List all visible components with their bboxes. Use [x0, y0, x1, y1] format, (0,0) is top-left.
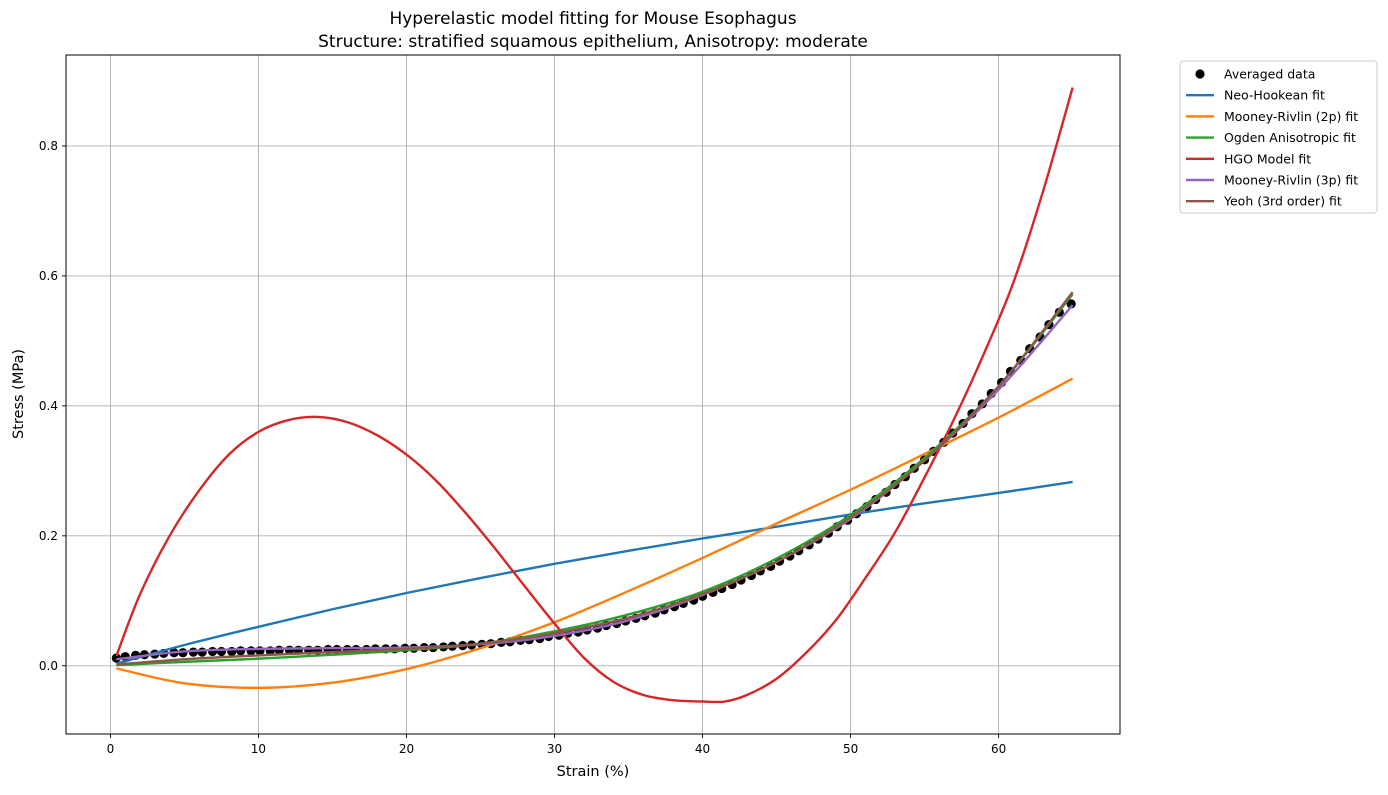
- grid-layer: [66, 55, 1120, 734]
- chart-title: Hyperelastic model fitting for Mouse Eso…: [389, 9, 796, 29]
- x-tick-label: 20: [399, 742, 414, 756]
- x-axis-label: Strain (%): [557, 764, 630, 780]
- data-point: [246, 646, 256, 656]
- x-tick-label: 50: [843, 742, 858, 756]
- x-tick-label: 60: [991, 742, 1006, 756]
- neo-hookean-fit-line: [116, 480, 1073, 665]
- chart-subtitle: Structure: stratified squamous epitheliu…: [318, 32, 868, 52]
- legend-box: [1179, 60, 1378, 214]
- legend-label: Mooney-Rivlin (2p) fit: [1224, 109, 1358, 124]
- data-point: [236, 646, 246, 656]
- hgo-model-fit-line: [115, 87, 1074, 704]
- y-tick-label: 0.6: [39, 269, 58, 283]
- legend-label: HGO Model fit: [1224, 151, 1311, 166]
- y-tick-label: 0.2: [39, 529, 58, 543]
- legend-marker: [1195, 69, 1205, 79]
- legend-label: Averaged data: [1224, 67, 1315, 82]
- plot-frame: [65, 54, 1121, 735]
- data-point: [216, 646, 227, 657]
- x-tick-label: 0: [107, 742, 115, 756]
- legend-label: Ogden Anisotropic fit: [1224, 130, 1356, 145]
- data-point: [207, 646, 218, 657]
- yeoh-3rd-order-fit-line: [116, 291, 1074, 666]
- legend-label: Yeoh (3rd order) fit: [1223, 194, 1342, 209]
- x-tick-label: 10: [251, 742, 266, 756]
- y-tick-label: 0.8: [39, 139, 58, 153]
- legend-label: Mooney-Rivlin (3p) fit: [1224, 173, 1358, 188]
- legend: Averaged data Neo-Hookean fit Mooney-Rivli…: [1179, 60, 1378, 214]
- data-point: [1066, 299, 1076, 309]
- data-point: [111, 653, 121, 663]
- x-tick-label: 40: [695, 742, 710, 756]
- y-tick-label: 0.0: [39, 659, 58, 673]
- mooney-rivlin-2p-fit-line: [116, 377, 1074, 690]
- y-tick-label: 0.4: [39, 399, 58, 413]
- data-point: [197, 647, 207, 657]
- ogden-anisotropic-fit-line: [116, 293, 1074, 667]
- y-axis-label: Stress (MPa): [11, 349, 27, 439]
- data-layer: [111, 87, 1076, 704]
- x-tick-label: 30: [547, 742, 562, 756]
- averaged-data-series: [111, 299, 1076, 663]
- legend-label: Neo-Hookean fit: [1224, 88, 1325, 103]
- tick-layer: 0 10 20 30 40 50 60 0.0 0.2 0.4 0.6 0.8: [39, 139, 1006, 756]
